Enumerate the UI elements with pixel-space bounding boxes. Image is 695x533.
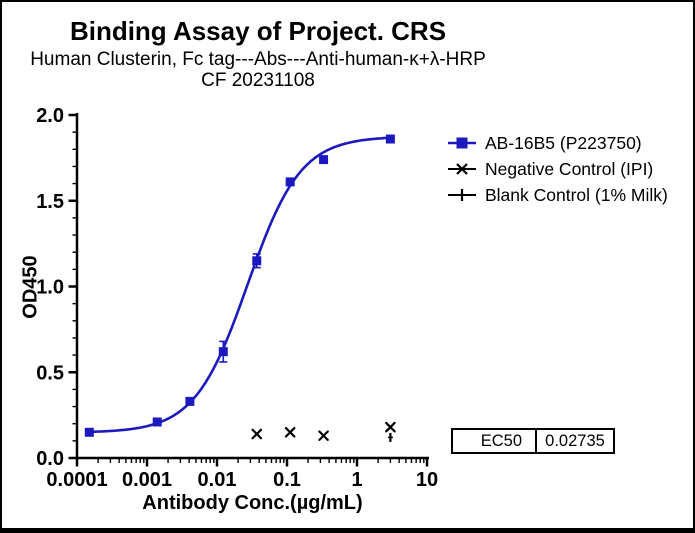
square-marker	[385, 134, 395, 144]
svg-text:1.5: 1.5	[36, 191, 64, 213]
fit-curve	[89, 136, 391, 434]
ec50-label-cell: EC50	[453, 430, 537, 452]
svg-text:1: 1	[351, 469, 362, 491]
square-marker	[185, 396, 195, 406]
y-axis-title: OD450	[19, 255, 42, 319]
svg-text:10: 10	[416, 469, 438, 491]
chart-date: CF 20231108	[201, 70, 315, 91]
legend: AB-16B5 (P223750) Negative Control (IPI)…	[448, 130, 668, 208]
svg-text:0.01: 0.01	[198, 469, 237, 491]
svg-text:0.1: 0.1	[273, 469, 301, 491]
square-marker	[285, 177, 295, 187]
legend-x-marker-icon	[448, 163, 476, 175]
square-marker	[252, 256, 262, 266]
legend-item-negative-control: Negative Control (IPI)	[448, 156, 668, 182]
chart-subtitle: Human Clusterin, Fc tag---Abs---Anti-hum…	[30, 49, 486, 70]
axes: 0.0 0.5 1.0 1.5 2.0 0.0001 0.001 0.01 0.1 1 10	[36, 105, 438, 491]
legend-square-marker-icon	[448, 137, 476, 149]
square-marker	[152, 417, 162, 427]
svg-text:0.0: 0.0	[36, 448, 64, 470]
square-marker	[84, 427, 94, 437]
data-points	[84, 134, 396, 442]
svg-text:1.0: 1.0	[36, 277, 64, 299]
legend-label: AB-16B5 (P223750)	[485, 132, 642, 153]
chart-title: Binding Assay of Project. CRS	[69, 16, 447, 46]
legend-item-blank-control: Blank Control (1% Milk)	[448, 182, 668, 208]
legend-label: Blank Control (1% Milk)	[485, 184, 668, 205]
ec50-table: EC50 0.02735	[451, 428, 615, 454]
legend-label: Negative Control (IPI)	[485, 158, 654, 179]
square-marker	[218, 347, 228, 357]
ec50-value-cell: 0.02735	[545, 431, 605, 450]
legend-plus-marker-icon	[448, 189, 476, 201]
svg-text:0.5: 0.5	[36, 362, 64, 384]
svg-text:0.001: 0.001	[122, 469, 172, 491]
svg-text:2.0: 2.0	[36, 105, 64, 127]
svg-text:0.0001: 0.0001	[46, 469, 107, 491]
square-marker	[319, 155, 329, 165]
x-axis-title: Antibody Conc.(µg/mL)	[142, 492, 363, 514]
legend-item-ab16b5: AB-16B5 (P223750)	[448, 130, 668, 156]
